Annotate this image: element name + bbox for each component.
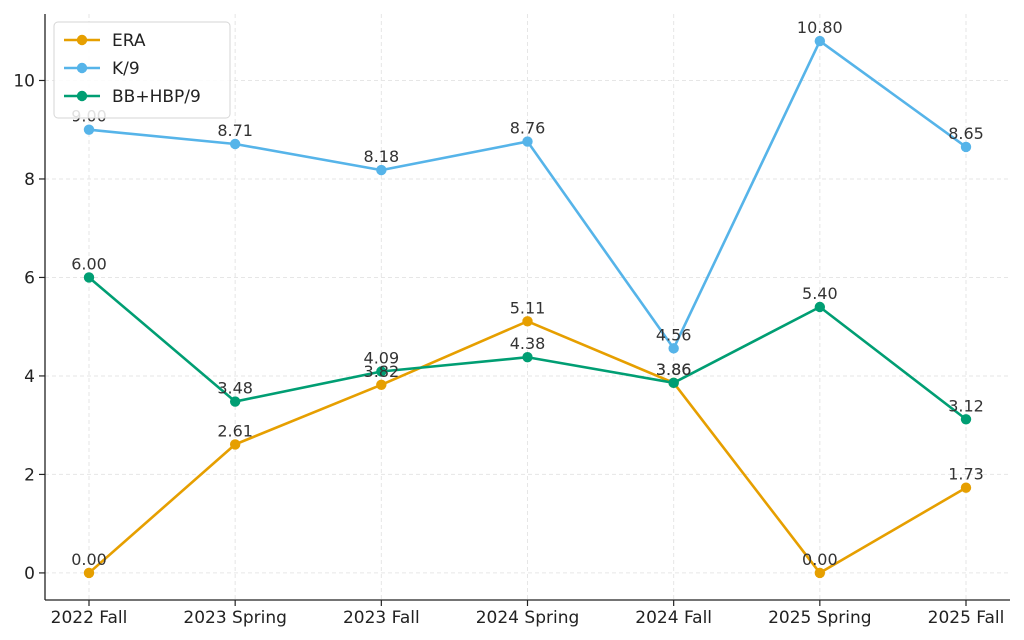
era-data-label: 5.11: [510, 298, 546, 317]
legend-label-era: ERA: [112, 31, 146, 51]
era-point: [960, 482, 972, 493]
k-9-data-label: 8.71: [217, 121, 253, 140]
k-9-data-label: 4.56: [656, 325, 692, 344]
era-point: [522, 316, 533, 327]
legend-marker-era: [76, 34, 88, 46]
x-tick-label: 2023 Spring: [183, 608, 287, 628]
k-9-point: [668, 343, 679, 354]
bb-hbp-9-data-label: 4.09: [364, 349, 400, 368]
y-tick-label: 0: [24, 564, 35, 584]
legend-marker-bb-hbp-9: [76, 90, 88, 102]
era-point: [83, 567, 95, 579]
y-tick-label: 8: [24, 170, 35, 190]
era-data-label: 2.61: [217, 421, 253, 440]
era-data-label: 3.86: [656, 360, 692, 379]
data-labels: 0.002.613.825.113.860.001.739.008.718.18…: [71, 18, 984, 569]
x-tick-label: 2025 Fall: [928, 608, 1005, 628]
k-9-point: [960, 141, 972, 153]
axes: 0 2 4 6 8 10 2022 Fall 2023 Spring 2023 Fall 2024…: [13, 14, 1010, 628]
x-tick-label: 2025 Spring: [768, 608, 872, 628]
era-data-label: 1.73: [948, 465, 984, 484]
k-9-point: [83, 124, 95, 135]
k-9-data-label: 10.80: [797, 18, 843, 37]
era-point: [814, 567, 826, 579]
era-data-label: 3.82: [364, 362, 400, 381]
k-9-point: [229, 138, 241, 150]
legend-label-bb-hbp-9: BB+HBP/9: [112, 87, 201, 107]
y-tick-label: 10: [13, 71, 35, 91]
legend-label-k-9: K/9: [112, 59, 140, 79]
legend-marker-k-9: [76, 62, 88, 74]
k-9-point: [522, 136, 533, 147]
k-9-point: [814, 35, 826, 47]
bb-hbp-9-point: [376, 366, 387, 377]
x-tick-label: 2024 Fall: [635, 608, 712, 628]
x-tick-label: 2024 Spring: [476, 608, 580, 628]
k-9-data-label: 8.18: [364, 147, 400, 166]
bb-hbp-9-data-label: 3.86: [656, 360, 692, 379]
era-point: [229, 439, 241, 450]
bb-hbp-9-data-label: 6.00: [71, 254, 107, 273]
bb-hbp-9-data-label: 5.40: [802, 284, 838, 303]
bb-hbp-9-data-label: 3.12: [948, 396, 984, 415]
x-tick-label: 2023 Fall: [343, 608, 420, 628]
bb-hbp-9-point: [83, 272, 95, 283]
legend-box: [53, 21, 231, 119]
bb-hbp-9-point: [960, 414, 972, 425]
y-tick-label: 2: [24, 465, 35, 485]
k-9-point: [376, 164, 387, 176]
bb-hbp-9-point: [229, 396, 241, 407]
legend: ERA K/9 BB+HBP/9: [53, 21, 231, 119]
x-tick-label: 2022 Fall: [51, 608, 128, 628]
era-data-label: 0.00: [802, 550, 838, 569]
bb-hbp-9-point: [814, 301, 826, 313]
y-tick-label: 4: [24, 367, 35, 387]
bb-hbp-9-data-label: 4.38: [510, 334, 546, 353]
bb-hbp-9-data-label: 3.48: [217, 379, 253, 398]
y-tick-label: 6: [24, 268, 35, 288]
era-data-label: 0.00: [71, 550, 107, 569]
k-9-data-label: 8.76: [510, 119, 546, 138]
bb-hbp-9-point: [522, 352, 533, 363]
era-point: [376, 379, 387, 391]
bb-hbp-9-point: [668, 377, 679, 389]
k-9-data-label: 8.65: [948, 124, 984, 143]
series-lines: [83, 35, 972, 579]
